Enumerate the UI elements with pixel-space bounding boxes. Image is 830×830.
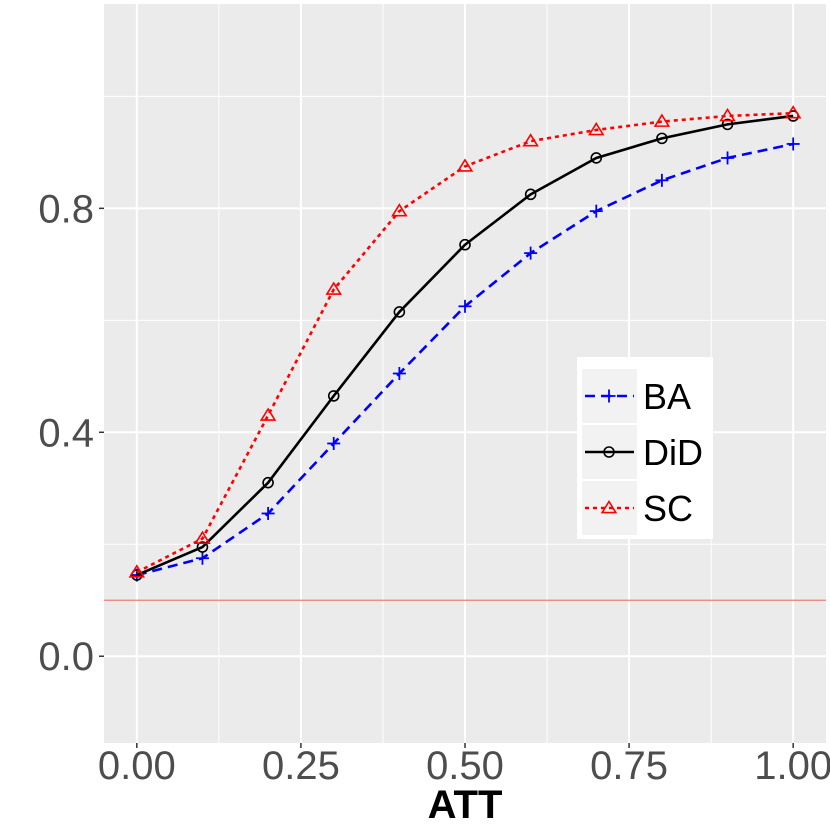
x-axis-title: ATT	[428, 783, 503, 827]
data-point-ba	[589, 204, 603, 218]
x-axis: 0.00 0.25 0.50 0.75 1.00	[98, 743, 830, 788]
x-tick-label: 0.50	[426, 744, 504, 788]
series-did	[131, 110, 799, 581]
data-point-did	[656, 132, 668, 145]
x-tick-label: 0.75	[590, 744, 668, 788]
data-point-ba	[195, 551, 209, 565]
data-point-ba	[327, 436, 341, 450]
x-tick-label: 0.25	[262, 744, 340, 788]
data-point-ba	[392, 367, 406, 380]
data-point-sc	[325, 281, 342, 295]
legend-key-sc	[582, 481, 637, 535]
series-sc	[128, 105, 802, 578]
data-point-sc	[391, 203, 408, 217]
data-point-did	[721, 118, 734, 131]
x-tick-label: 0.00	[98, 744, 176, 788]
series-ba	[130, 137, 800, 582]
data-point-sc	[719, 107, 736, 122]
data-point-did	[590, 152, 603, 164]
data-point-did	[196, 541, 209, 553]
data-point-ba	[524, 246, 538, 260]
data-point-ba	[655, 173, 669, 187]
legend-key-ba	[582, 369, 637, 423]
data-point-did	[459, 238, 471, 251]
data-point-sc	[128, 564, 146, 578]
legend-label-did: DiD	[643, 432, 703, 473]
data-point-sc	[784, 105, 802, 119]
data-point-ba	[261, 506, 275, 520]
data-point-sc	[588, 121, 605, 136]
data-point-sc	[653, 113, 671, 127]
data-point-did	[524, 188, 537, 201]
legend-label-ba: BA	[643, 376, 691, 417]
x-tick-label: 1.00	[754, 744, 830, 788]
data-point-sc	[456, 158, 474, 172]
data-point-ba	[721, 151, 735, 165]
data-point-did	[327, 390, 340, 402]
legend: BA DiD SC	[577, 357, 713, 539]
legend-label-sc: SC	[643, 488, 693, 529]
data-point-sc	[259, 407, 277, 421]
data-point-did	[262, 476, 274, 489]
data-point-ba	[786, 137, 800, 151]
y-tick-label: 0.0	[38, 635, 94, 679]
y-tick-label: 0.4	[38, 411, 94, 455]
data-point-sc	[522, 133, 539, 147]
y-axis: 0.0 0.4 0.8	[38, 187, 104, 679]
series-line-did	[136, 114, 794, 577]
data-point-ba	[458, 299, 472, 313]
series-line-sc	[136, 111, 794, 574]
series-layer	[128, 105, 802, 582]
y-tick-label: 0.8	[38, 187, 94, 231]
data-point-did	[393, 306, 406, 318]
data-point-sc	[194, 530, 211, 545]
legend-key-did	[582, 425, 637, 479]
